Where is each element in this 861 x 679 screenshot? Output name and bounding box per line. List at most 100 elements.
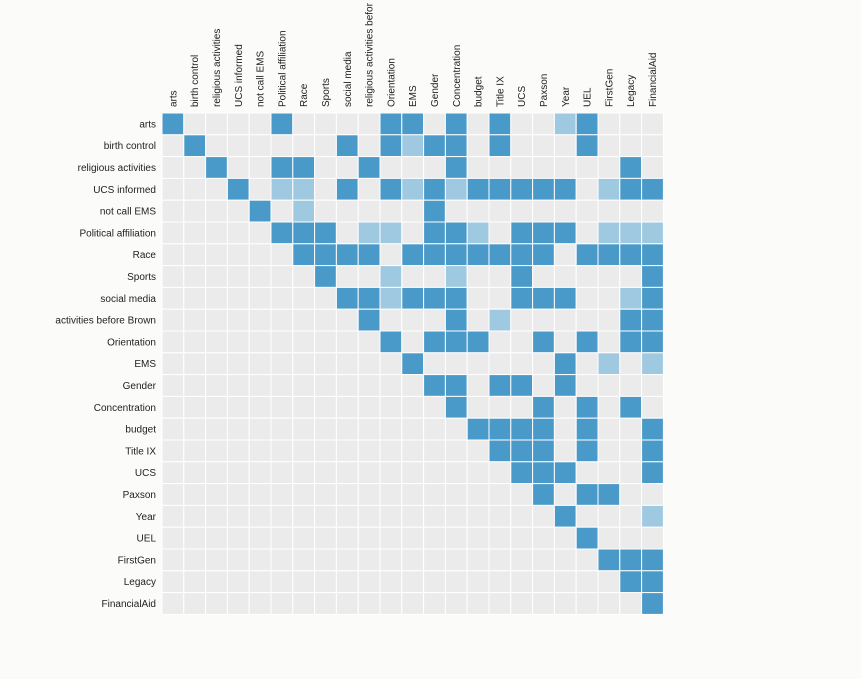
cell-14-10 bbox=[379, 417, 403, 441]
cell-4-10 bbox=[379, 199, 403, 223]
cell-10-3 bbox=[226, 330, 250, 354]
row-label: not call EMS bbox=[100, 207, 156, 218]
cell-16-20 bbox=[597, 461, 621, 485]
cell-7-5 bbox=[270, 265, 294, 288]
cell-18-3 bbox=[226, 504, 250, 528]
cell-6-18 bbox=[553, 243, 577, 267]
column-label: UCS informed bbox=[234, 44, 245, 107]
cell-17-15 bbox=[488, 483, 512, 506]
cell-9-0 bbox=[161, 308, 185, 332]
cell-12-1 bbox=[183, 374, 207, 397]
cell-7-9 bbox=[357, 265, 381, 288]
cell-15-15 bbox=[488, 439, 512, 463]
cell-2-9 bbox=[357, 156, 381, 179]
cell-14-0 bbox=[161, 417, 185, 441]
cell-19-6 bbox=[292, 526, 316, 550]
cell-6-4 bbox=[248, 243, 272, 267]
cell-12-22 bbox=[641, 374, 664, 397]
cell-5-15 bbox=[488, 221, 512, 245]
cell-3-19 bbox=[575, 177, 599, 201]
row-label: UCS informed bbox=[93, 185, 156, 196]
cell-9-6 bbox=[292, 308, 316, 332]
cell-13-17 bbox=[532, 395, 555, 419]
cell-19-11 bbox=[401, 526, 425, 550]
cell-1-10 bbox=[379, 134, 403, 158]
cell-19-0 bbox=[161, 526, 185, 550]
cell-5-20 bbox=[597, 221, 621, 245]
cell-2-3 bbox=[226, 156, 250, 179]
cell-7-18 bbox=[553, 265, 577, 288]
cell-14-9 bbox=[357, 417, 381, 441]
cell-15-17 bbox=[532, 439, 555, 463]
cell-1-11 bbox=[401, 134, 425, 158]
cell-5-18 bbox=[553, 221, 577, 245]
cell-12-18 bbox=[553, 374, 577, 397]
cell-10-4 bbox=[248, 330, 272, 354]
cell-4-4 bbox=[248, 199, 272, 223]
cell-3-11 bbox=[401, 177, 425, 201]
cell-22-19 bbox=[575, 592, 599, 615]
cell-2-22 bbox=[641, 156, 664, 179]
cell-9-10 bbox=[379, 308, 403, 332]
cell-22-0 bbox=[161, 592, 185, 615]
cell-17-18 bbox=[553, 483, 577, 506]
cell-2-10 bbox=[379, 156, 403, 179]
cell-1-13 bbox=[444, 134, 468, 158]
cell-0-17 bbox=[532, 112, 555, 136]
cell-0-18 bbox=[553, 112, 577, 136]
cell-2-2 bbox=[205, 156, 228, 179]
cell-12-16 bbox=[510, 374, 534, 397]
cell-16-8 bbox=[335, 461, 359, 485]
cell-15-6 bbox=[292, 439, 316, 463]
cell-12-17 bbox=[532, 374, 555, 397]
cell-14-17 bbox=[532, 417, 555, 441]
cell-6-7 bbox=[314, 243, 337, 267]
cell-19-18 bbox=[553, 526, 577, 550]
cell-9-3 bbox=[226, 308, 250, 332]
cell-9-9 bbox=[357, 308, 381, 332]
cell-7-8 bbox=[335, 265, 359, 288]
cell-14-1 bbox=[183, 417, 207, 441]
cell-16-3 bbox=[226, 461, 250, 485]
cell-3-10 bbox=[379, 177, 403, 201]
cell-20-6 bbox=[292, 548, 316, 572]
cell-13-14 bbox=[466, 395, 490, 419]
cell-7-13 bbox=[444, 265, 468, 288]
cell-21-19 bbox=[575, 570, 599, 594]
cell-13-20 bbox=[597, 395, 621, 419]
cell-9-14 bbox=[466, 308, 490, 332]
cell-19-1 bbox=[183, 526, 207, 550]
cell-21-2 bbox=[205, 570, 228, 594]
cell-3-1 bbox=[183, 177, 207, 201]
cell-22-1 bbox=[183, 592, 207, 615]
cell-1-15 bbox=[488, 134, 512, 158]
cell-9-18 bbox=[553, 308, 577, 332]
cell-8-17 bbox=[532, 286, 555, 310]
cell-11-17 bbox=[532, 352, 555, 376]
cell-17-22 bbox=[641, 483, 664, 506]
cell-21-5 bbox=[270, 570, 294, 594]
cell-2-15 bbox=[488, 156, 512, 179]
cell-2-13 bbox=[444, 156, 468, 179]
cell-8-7 bbox=[314, 286, 337, 310]
cell-9-15 bbox=[488, 308, 512, 332]
cell-20-12 bbox=[423, 548, 446, 572]
row-label: Title IX bbox=[125, 446, 156, 457]
cell-10-17 bbox=[532, 330, 555, 354]
cell-12-4 bbox=[248, 374, 272, 397]
cell-6-17 bbox=[532, 243, 555, 267]
cell-13-19 bbox=[575, 395, 599, 419]
column-label: FinancialAid bbox=[648, 53, 659, 107]
cell-8-15 bbox=[488, 286, 512, 310]
cell-18-7 bbox=[314, 504, 337, 528]
cell-2-5 bbox=[270, 156, 294, 179]
cell-4-9 bbox=[357, 199, 381, 223]
cell-2-19 bbox=[575, 156, 599, 179]
row-label: Paxson bbox=[123, 490, 156, 501]
cell-11-2 bbox=[205, 352, 228, 376]
row-label: Legacy bbox=[124, 577, 156, 588]
cell-12-7 bbox=[314, 374, 337, 397]
cell-6-11 bbox=[401, 243, 425, 267]
cell-1-22 bbox=[641, 134, 664, 158]
